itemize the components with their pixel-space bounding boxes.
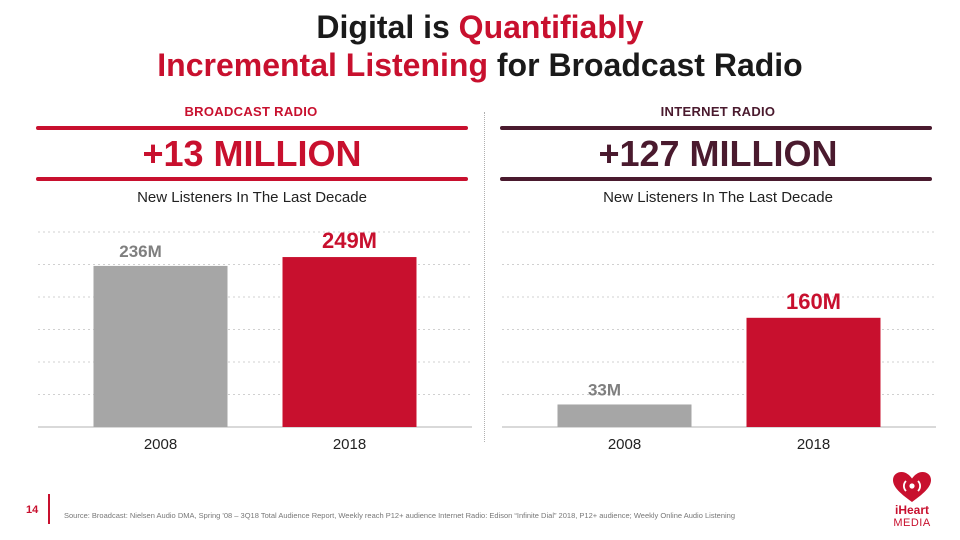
internet-rule-top [500,126,932,130]
title-text: Digital is [316,9,459,45]
x-tick-label: 2018 [797,436,830,453]
bar-2008 [93,265,228,427]
page-title: Digital is Quantifiably Incremental List… [0,8,960,84]
data-label: 33M [588,380,621,399]
broadcast-heading: BROADCAST RADIO [184,104,318,119]
data-label: 160M [786,289,841,314]
x-tick-label: 2018 [333,436,366,453]
internet-rule-bottom [500,177,932,181]
panel-divider [484,112,485,442]
title-accent: Incremental Listening [157,47,488,83]
iheart-heart-icon [893,472,931,502]
title-text: for Broadcast Radio [488,47,803,83]
broadcast-bar-chart: 236M 2008 249M 2018 [38,228,472,453]
bar-2018 [746,317,881,427]
source-note: Source: Broadcast: Nielsen Audio DMA, Sp… [64,511,736,520]
title-accent: Quantifiably [458,9,644,45]
internet-heading: INTERNET RADIO [660,104,776,119]
internet-subtitle: New Listeners In The Last Decade [603,189,833,206]
page-number-bar [48,494,50,524]
title-line-2: Incremental Listening for Broadcast Radi… [0,46,960,84]
data-label: 236M [119,242,162,261]
title-line-1: Digital is Quantifiably [0,8,960,46]
bar-2008 [557,404,692,427]
broadcast-rule-bottom [36,177,468,181]
broadcast-subtitle: New Listeners In The Last Decade [137,189,367,206]
data-label: 249M [322,228,377,253]
bar-2018 [282,257,417,427]
x-tick-label: 2008 [608,436,641,453]
internet-big-number: +127 MILLION [598,133,838,174]
logo-text-iheart: iHeart [894,503,929,517]
broadcast-big-number: +13 MILLION [142,133,362,174]
page-number: 14 [26,504,39,516]
broadcast-rule-top [36,126,468,130]
x-tick-label: 2008 [144,436,177,453]
internet-bar-chart: 33M 2008 160M 2018 [502,231,936,453]
iheart-logo: iHeart MEDIA [884,470,940,532]
logo-text-media: MEDIA [893,517,931,529]
